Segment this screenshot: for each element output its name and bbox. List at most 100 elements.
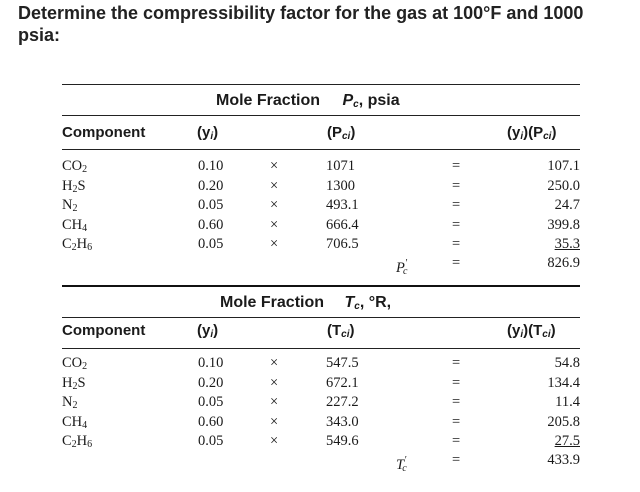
equals-sign: = (452, 433, 461, 449)
mole-fraction-cell: 0.05 (198, 197, 224, 213)
total-sub: c (402, 462, 407, 474)
equals-sign: = (452, 452, 461, 468)
times-sign: × (270, 355, 279, 371)
product-cell: 35.3 (554, 236, 580, 252)
critical-value-cell: 227.2 (326, 394, 359, 410)
times-sign: × (270, 394, 279, 410)
critical-value-cell: 1300 (326, 177, 355, 194)
product-cell: 134.4 (547, 374, 580, 391)
component-symbol: C (62, 433, 72, 449)
component-cell: H2S (62, 177, 86, 199)
component-subscript: 2 (71, 439, 77, 450)
pc-sub: c (353, 99, 359, 110)
component-subscript: 2 (72, 400, 78, 411)
component-cell: CH4 (62, 413, 87, 435)
pressure-group-header: Mole Fraction Pc, psia (216, 92, 400, 110)
prod-mid: )(P (523, 124, 544, 141)
prod-close: ) (551, 124, 557, 141)
component-subscript: 2 (72, 203, 78, 214)
component-symbol: CO (62, 355, 83, 371)
component-cell: C2H6 (62, 432, 92, 454)
yi-close: ) (213, 124, 219, 141)
prod-mid: )(T (523, 322, 543, 339)
component-mid: S (77, 374, 86, 391)
temperature-top-rule (62, 285, 580, 287)
prod-close: ) (550, 322, 556, 339)
yi-close: ) (213, 322, 219, 339)
mole-fraction-label: Mole Fraction (216, 92, 321, 109)
critical-value-cell: 666.4 (326, 216, 359, 233)
critical-value-cell: 672.1 (326, 374, 359, 391)
pressure-subheader-rule (62, 149, 580, 150)
mole-fraction-label: Mole Fraction (220, 294, 325, 311)
pressure-col-pci: (Pci) (327, 124, 355, 142)
component-mid: S (77, 177, 86, 194)
component-symbol: N (62, 197, 73, 213)
equals-sign: = (452, 355, 461, 371)
component-subscript: 4 (82, 222, 88, 234)
times-sign: × (270, 413, 279, 430)
product-cell: 11.4 (555, 394, 580, 410)
pci-close: ) (350, 124, 356, 141)
temperature-col-product: (yi)(Tci) (507, 322, 556, 340)
product-cell: 24.7 (554, 197, 580, 213)
component-symbol: CO (62, 158, 83, 174)
component-symbol: CH (62, 413, 83, 430)
tci-sub: ci (341, 329, 350, 340)
total-sub: c (403, 265, 408, 277)
component-cell: N2 (62, 393, 77, 415)
equals-sign: = (452, 177, 461, 194)
component-mid: H (76, 433, 88, 449)
yi-open: (y (197, 322, 211, 339)
times-sign: × (270, 177, 279, 194)
mole-fraction-cell: 0.10 (198, 355, 224, 371)
total-value: 433.9 (547, 452, 580, 468)
mole-fraction-cell: 0.60 (198, 216, 224, 233)
critical-value-cell: 547.5 (326, 355, 359, 371)
times-sign: × (270, 433, 279, 449)
critical-value-cell: 706.5 (326, 236, 359, 252)
yi-sub: i (210, 329, 214, 340)
total-symbol: T (396, 456, 405, 473)
temperature-group-header: Mole Fraction Tc, °R, (220, 294, 391, 312)
mole-fraction-cell: 0.20 (198, 374, 224, 391)
product-cell: 54.8 (554, 355, 580, 371)
temperature-header-rule (62, 317, 580, 318)
tc-symbol: T (344, 294, 355, 311)
total-prime: ′ (404, 455, 407, 466)
prod-sub-i: i (520, 131, 524, 142)
temperature-subheader-rule (62, 348, 580, 349)
component-cell: CH4 (62, 216, 87, 238)
prod-sub-i: i (520, 329, 524, 340)
product-cell: 27.5 (554, 433, 580, 449)
critical-value-cell: 549.6 (326, 433, 359, 449)
tc-unit: , °R, (359, 294, 392, 311)
mole-fraction-cell: 0.10 (198, 158, 224, 174)
total-value: 826.9 (547, 255, 580, 271)
component-cell: N2 (62, 196, 77, 218)
component-subscript: 2 (72, 183, 78, 195)
product-cell: 107.1 (547, 158, 580, 174)
prod-open: (y (507, 124, 521, 141)
component-symbol: H (62, 177, 73, 194)
equals-sign: = (452, 255, 461, 271)
equals-sign: = (452, 216, 461, 233)
prod-sub-ci: ci (542, 329, 551, 340)
mole-fraction-cell: 0.05 (198, 394, 224, 410)
component-subscript: 6 (87, 439, 93, 450)
prod-open: (y (507, 322, 521, 339)
pc-unit: , psia (358, 92, 400, 109)
component-subscript: 2 (82, 361, 88, 372)
component-subscript: 2 (72, 380, 78, 392)
temperature-col-component: Component (62, 322, 146, 339)
component-symbol: N (62, 394, 73, 410)
times-sign: × (270, 197, 279, 213)
times-sign: × (270, 216, 279, 233)
component-cell: CO2 (62, 354, 87, 376)
critical-value-cell: 343.0 (326, 413, 359, 430)
component-symbol: C (62, 236, 72, 252)
tci-open: (T (327, 322, 342, 339)
total-prime: ′ (404, 258, 408, 269)
pci-open: (P (327, 124, 342, 141)
total-symbol: P (396, 259, 405, 276)
